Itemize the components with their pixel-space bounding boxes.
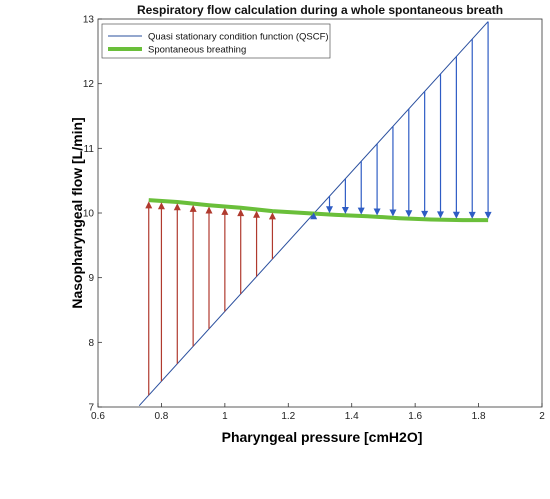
arrow-up-head	[221, 207, 229, 215]
arrow-down	[405, 108, 413, 218]
arrow-down-head	[437, 211, 445, 219]
y-tick-label: 13	[83, 15, 95, 26]
legend-label-spontaneous: Spontaneous breathing	[148, 45, 246, 56]
arrow-down	[310, 212, 318, 220]
arrow-up	[189, 204, 197, 347]
arrow-down	[468, 39, 476, 219]
arrow-up-head	[173, 203, 181, 211]
chart-marks	[138, 21, 492, 407]
arrow-up	[268, 212, 276, 260]
x-tick-label: 0.8	[154, 411, 168, 422]
legend-box	[101, 23, 331, 59]
arrow-down	[341, 178, 349, 215]
y-tick-label: 7	[88, 403, 94, 414]
arrow-down-head	[421, 210, 429, 218]
arrow-down-head	[373, 208, 381, 216]
legend-label-qscf: Quasi stationary condition function (QSC…	[148, 32, 329, 43]
y-tick-label: 11	[84, 144, 95, 155]
x-tick-label: 1.8	[472, 411, 486, 422]
chart-title: Respiratory flow calculation during a wh…	[137, 3, 503, 17]
y-tick-label: 12	[83, 79, 95, 90]
arrow-up	[221, 207, 229, 312]
x-axis-label: Pharyngeal pressure [cmH2O]	[222, 429, 423, 445]
arrow-up	[173, 203, 181, 364]
arrow-down-head	[389, 209, 397, 217]
arrow-up-head	[189, 204, 197, 212]
y-axis-label: Nasopharyngeal flow [L/min]	[69, 117, 85, 308]
arrow-up	[253, 210, 261, 277]
arrow-up	[157, 202, 165, 382]
arrow-down-head	[452, 211, 460, 219]
arrow-down-head	[484, 211, 492, 219]
y-tick-label: 8	[88, 338, 94, 349]
arrow-up	[145, 201, 153, 396]
arrow-down	[421, 91, 429, 218]
spontaneous-breathing-curve	[148, 198, 489, 223]
arrow-up-head	[268, 212, 276, 220]
legend: Quasi stationary condition function (QSC…	[101, 23, 331, 59]
arrow-up-head	[205, 206, 213, 214]
x-tick-label: 0.6	[91, 411, 105, 422]
arrow-down	[326, 196, 334, 214]
arrow-up-head	[253, 210, 261, 218]
x-tick-label: 1.2	[281, 411, 295, 422]
x-tick-label: 1.6	[408, 411, 422, 422]
arrow-down-head	[405, 210, 413, 218]
arrow-up	[237, 209, 245, 294]
arrow-down	[437, 73, 445, 219]
arrow-down-head	[310, 212, 318, 220]
arrow-up-head	[145, 201, 153, 209]
x-axis-ticks: 0.6 0.8 1 1.2 1.4 1.6 1.8 2	[91, 403, 545, 422]
arrow-down-head	[341, 207, 349, 215]
x-tick-label: 2	[539, 411, 545, 422]
arrow-down	[373, 143, 381, 216]
y-tick-label: 9	[88, 273, 94, 284]
x-tick-label: 1.4	[345, 411, 359, 422]
arrow-down	[357, 161, 365, 215]
arrow-up-head	[157, 202, 165, 210]
arrow-down	[389, 126, 397, 217]
arrow-down-head	[357, 207, 365, 215]
arrow-down	[452, 56, 460, 219]
arrow-down-head	[468, 211, 476, 219]
arrow-up-head	[237, 209, 245, 217]
y-axis-ticks: 7 8 9 10 11 12 13	[83, 15, 102, 414]
arrow-up	[205, 206, 213, 329]
arrow-down-head	[326, 206, 334, 214]
arrow-down	[484, 21, 492, 219]
x-tick-label: 1	[222, 411, 228, 422]
plot-area: 0.6 0.8 1 1.2 1.4 1.6 1.8 2 7 8 9 10 11 12 13	[83, 15, 545, 423]
y-tick-label: 10	[83, 209, 95, 220]
